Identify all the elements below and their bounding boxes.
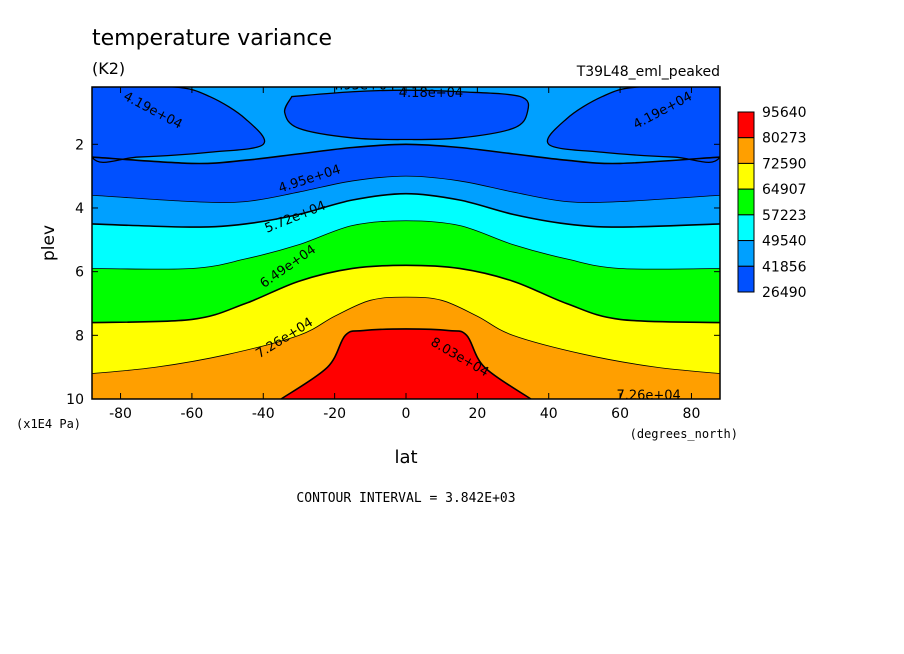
contour-line-0 <box>92 143 720 165</box>
x-tick-label-4: 0 <box>402 406 411 422</box>
contour-interval-note: CONTOUR INTERVAL = 3.842E+03 <box>296 491 515 506</box>
y-tick-label-1: 4 <box>75 201 84 217</box>
contour-line-3 <box>92 220 720 270</box>
y-axis: 2 4 6 8 10 <box>66 137 720 408</box>
colorbar-label-1: 80273 <box>762 131 807 147</box>
colorbar-swatch-2 <box>737 162 755 190</box>
x-tick-label-8: 80 <box>683 406 701 422</box>
x-tick-label-3: -20 <box>323 406 346 422</box>
colorbar: 95640 80273 72590 64907 57223 49540 41856 26490 <box>737 105 807 301</box>
x-axis: -80 -60 -40 -20 0 20 40 60 80 <box>109 87 700 422</box>
contour-line-5 <box>92 296 720 374</box>
run-label: T39L48_eml_peaked <box>576 64 720 80</box>
colorbar-swatch-4 <box>737 214 755 242</box>
y-axis-label: plev <box>39 225 59 261</box>
colorbar-label-6: 41856 <box>762 259 807 275</box>
x-tick-label-5: 20 <box>468 406 486 422</box>
x-tick-label-0: -80 <box>109 406 132 422</box>
x-tick-label-2: -40 <box>252 406 275 422</box>
y-tick-label-0: 2 <box>75 137 84 153</box>
colorbar-swatch-5 <box>737 240 755 267</box>
x-axis-units: (degrees_north) <box>630 427 738 441</box>
colorbar-swatch-0 <box>737 111 755 139</box>
contour-line-4 <box>92 264 720 324</box>
contour-label-1: 4.95e+04 <box>331 79 395 94</box>
colorbar-label-4: 57223 <box>762 208 807 224</box>
y-axis-units: (x1E4 Pa) <box>16 417 81 431</box>
colorbar-label-7: 26490 <box>762 285 807 301</box>
contour-label-2: 4.18e+04 <box>399 86 463 101</box>
chart-title: temperature variance <box>92 26 332 51</box>
colorbar-label-3: 64907 <box>762 182 807 198</box>
x-axis-label: lat <box>394 447 417 468</box>
colorbar-swatch-1 <box>737 137 755 164</box>
colorbar-label-5: 49540 <box>762 234 807 250</box>
contour-label-9: 7.26e+04 <box>616 388 680 403</box>
contour-line-1 <box>92 175 720 204</box>
colorbar-swatch-6 <box>737 265 755 293</box>
y-tick-label-3: 8 <box>75 328 84 344</box>
x-tick-label-7: 60 <box>611 406 629 422</box>
contour-fills <box>92 87 720 399</box>
x-tick-label-6: 40 <box>540 406 558 422</box>
x-tick-label-1: -60 <box>180 406 203 422</box>
y-tick-label-4: 10 <box>66 392 84 408</box>
contour-line-2 <box>92 192 720 228</box>
colorbar-label-0: 95640 <box>762 105 807 121</box>
y-tick-label-2: 6 <box>75 265 84 281</box>
chart-units: (K2) <box>92 59 125 78</box>
colorbar-label-2: 72590 <box>762 156 807 172</box>
contour-line-max <box>280 328 532 399</box>
colorbar-swatch-3 <box>737 188 755 216</box>
contour-band-max <box>281 328 531 399</box>
